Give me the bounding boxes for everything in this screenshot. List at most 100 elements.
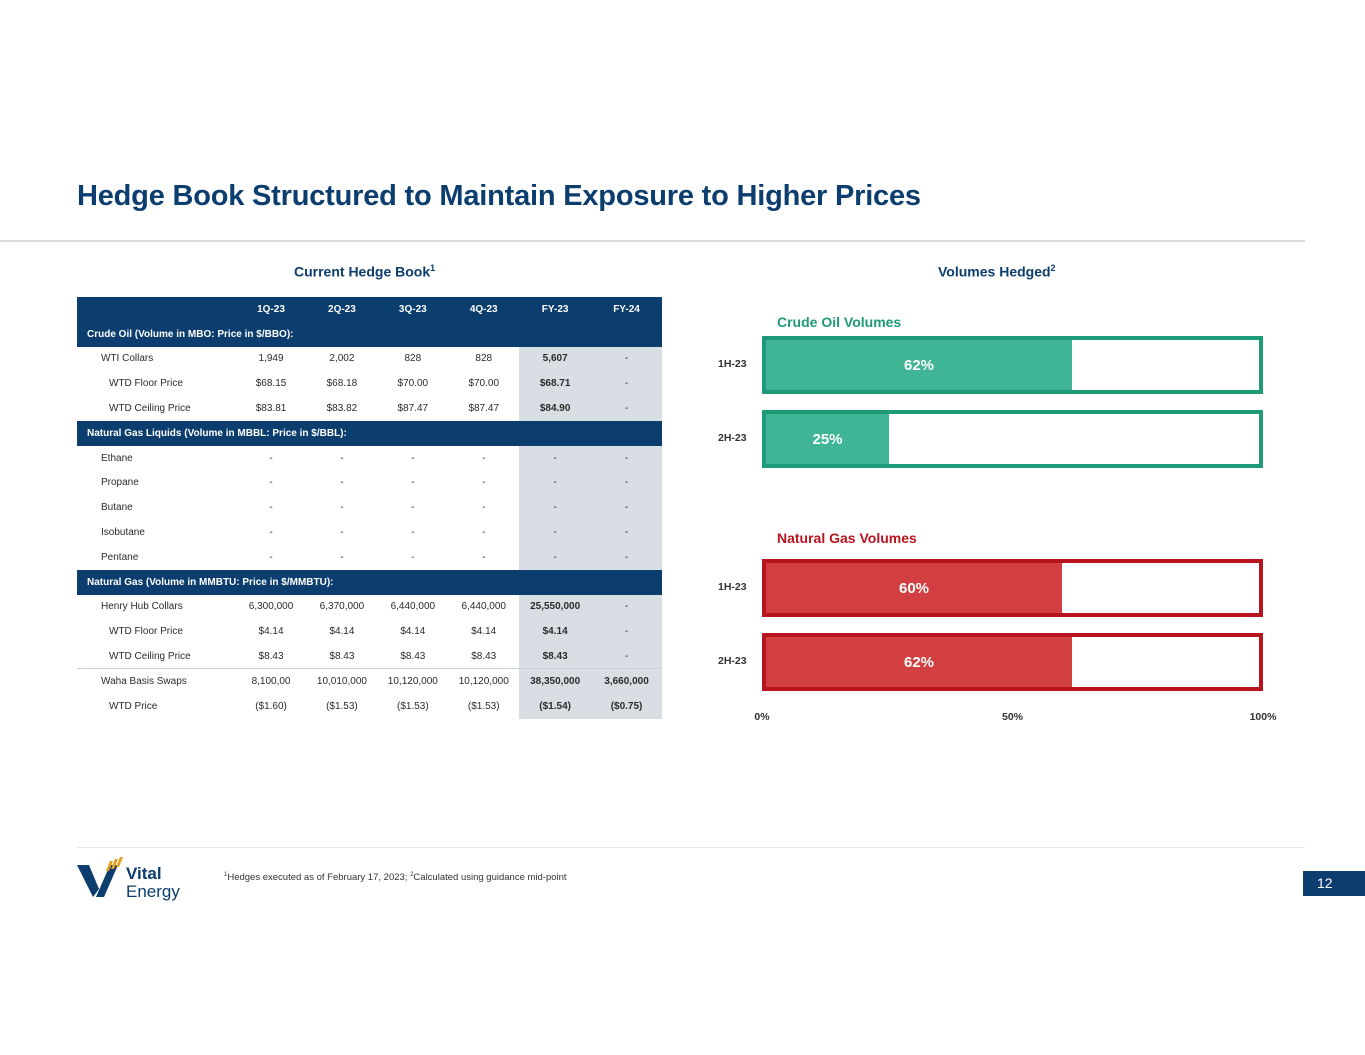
table-cell: $4.14 [400,626,426,638]
bar-category-label: 2H-23 [718,655,747,667]
table-cell: 2,002 [329,353,355,365]
section-title: Natural Gas Liquids (Volume in MBBL: Pri… [77,420,662,446]
table-cell: - [269,452,273,464]
table-cell: $87.47 [468,403,500,415]
table-cell: 6,440,000 [390,601,436,613]
table-row: WTD Floor Price $68.15 $68.18 $70.00 $70.00 $… [77,371,662,397]
table-cell: - [519,445,592,471]
table-cell: - [411,502,415,514]
volumes-hedged-chart: Crude Oil Volumes 1H-23 62% 2H-23 25% Natural… [700,300,1320,740]
table-cell: $4.14 [519,619,592,645]
title-divider [0,240,1305,242]
table-cell: $8.43 [471,650,497,662]
table-cell: - [340,477,344,489]
table-cell: 25,550,000 [519,594,592,620]
table-row: WTD Ceiling Price $8.43 $8.43 $8.43 $8.43 $8.… [77,644,662,669]
table-cell: $70.00 [468,378,500,390]
table-cell: $4.14 [258,626,284,638]
bar-category-label: 2H-23 [718,432,747,444]
table-cell: - [591,495,662,521]
bar: 25% [766,414,889,464]
table-cell: $87.47 [397,403,429,415]
table-cell: $68.18 [326,378,358,390]
table-cell: - [591,544,662,570]
table-cell: - [591,594,662,620]
table-cell: - [482,527,486,539]
table-header-row: 1Q-23 2Q-23 3Q-23 4Q-23 FY-23 FY-24 [77,297,662,322]
bar-category-label: 1H-23 [718,581,747,593]
bar-category-label: 1H-23 [718,358,747,370]
table-cell: - [269,551,273,563]
row-label: WTD Floor Price [109,378,183,390]
section-header-row: Natural Gas Liquids (Volume in MBBL: Pri… [77,420,662,446]
table-cell: $84.90 [519,396,592,421]
table-cell: $8.43 [519,644,592,669]
hedge-book-heading: Current Hedge Book1 [294,263,436,280]
table-row: WTI Collars 1,949 2,002 828 828 5,607- [77,346,662,372]
row-label: Propane [101,477,139,489]
column-header: 3Q-23 [377,297,449,322]
row-label: Pentane [101,551,139,563]
table-cell: - [482,551,486,563]
table-cell: ($1.54) [519,693,592,719]
x-tick-label: 0% [754,711,770,723]
table-row: Henry Hub Collars 6,300,000 6,370,000 6,440… [77,594,662,620]
crude-oil-group-title: Crude Oil Volumes [777,314,902,330]
table-cell: - [340,527,344,539]
section-header-row: Natural Gas (Volume in MMBTU: Price in $… [77,569,662,595]
page-title: Hedge Book Structured to Maintain Exposu… [77,180,921,212]
logo-text-vital: Vital [126,864,162,883]
header-blank [77,297,236,322]
table-cell: 10,120,000 [377,668,449,694]
bar-track: 60% [762,559,1263,617]
column-header: 1Q-23 [235,297,307,322]
column-header: FY-23 [519,297,592,322]
table-row: Isobutane - - - - - - [77,520,662,545]
table-cell: - [411,477,415,489]
table-cell: $4.14 [471,626,497,638]
table-cell: $68.71 [519,371,592,397]
table-cell: $4.14 [329,626,355,638]
table-cell: - [591,396,662,421]
table-cell: - [591,371,662,397]
table-cell: 6,440,000 [461,601,506,613]
table-cell: - [340,551,344,563]
section-title: Crude Oil (Volume in MBO: Price in $/BBO… [77,321,662,347]
logo-text-energy: Energy [126,882,180,901]
table-cell: - [591,445,662,471]
table-cell: $8.43 [258,650,284,662]
bar-data-label: 25% [812,430,843,448]
table-cell: ($1.53) [396,700,429,712]
column-header: FY-24 [591,297,662,322]
table-cell: 10,120,000 [448,668,520,694]
table-row: Ethane - - - - - - [77,445,662,471]
table-cell: - [269,502,273,514]
column-header: 2Q-23 [306,297,378,322]
row-label: Waha Basis Swaps [77,668,236,694]
table-cell: ($1.53) [326,700,358,712]
table-cell: 828 [404,353,422,365]
table-row: Propane - - - - - - [77,470,662,496]
bar-track: 25% [762,410,1263,468]
table-cell: ($0.75) [591,693,662,719]
x-tick-label: 100% [1249,711,1277,723]
table-cell: - [482,452,486,464]
table-cell: ($1.60) [255,700,287,712]
natural-gas-group-title: Natural Gas Volumes [777,530,917,546]
table-cell: $83.82 [326,403,358,415]
table-cell: - [411,527,415,539]
row-label: Butane [101,502,133,514]
table-cell: - [411,452,415,464]
row-label: Ethane [101,452,133,464]
table-cell: - [519,495,592,521]
table-cell: 8,100,00 [235,668,307,694]
bar-data-label: 62% [903,653,935,671]
bar: 62% [766,340,1072,390]
table-cell: - [340,452,344,464]
bar: 60% [766,563,1062,613]
table-cell: 6,370,000 [319,601,365,613]
table-cell: 1,949 [258,353,284,365]
row-label: Henry Hub Collars [101,601,183,613]
footnote: 1Hedges executed as of February 17, 2023… [224,872,567,884]
table-cell: - [482,502,486,514]
